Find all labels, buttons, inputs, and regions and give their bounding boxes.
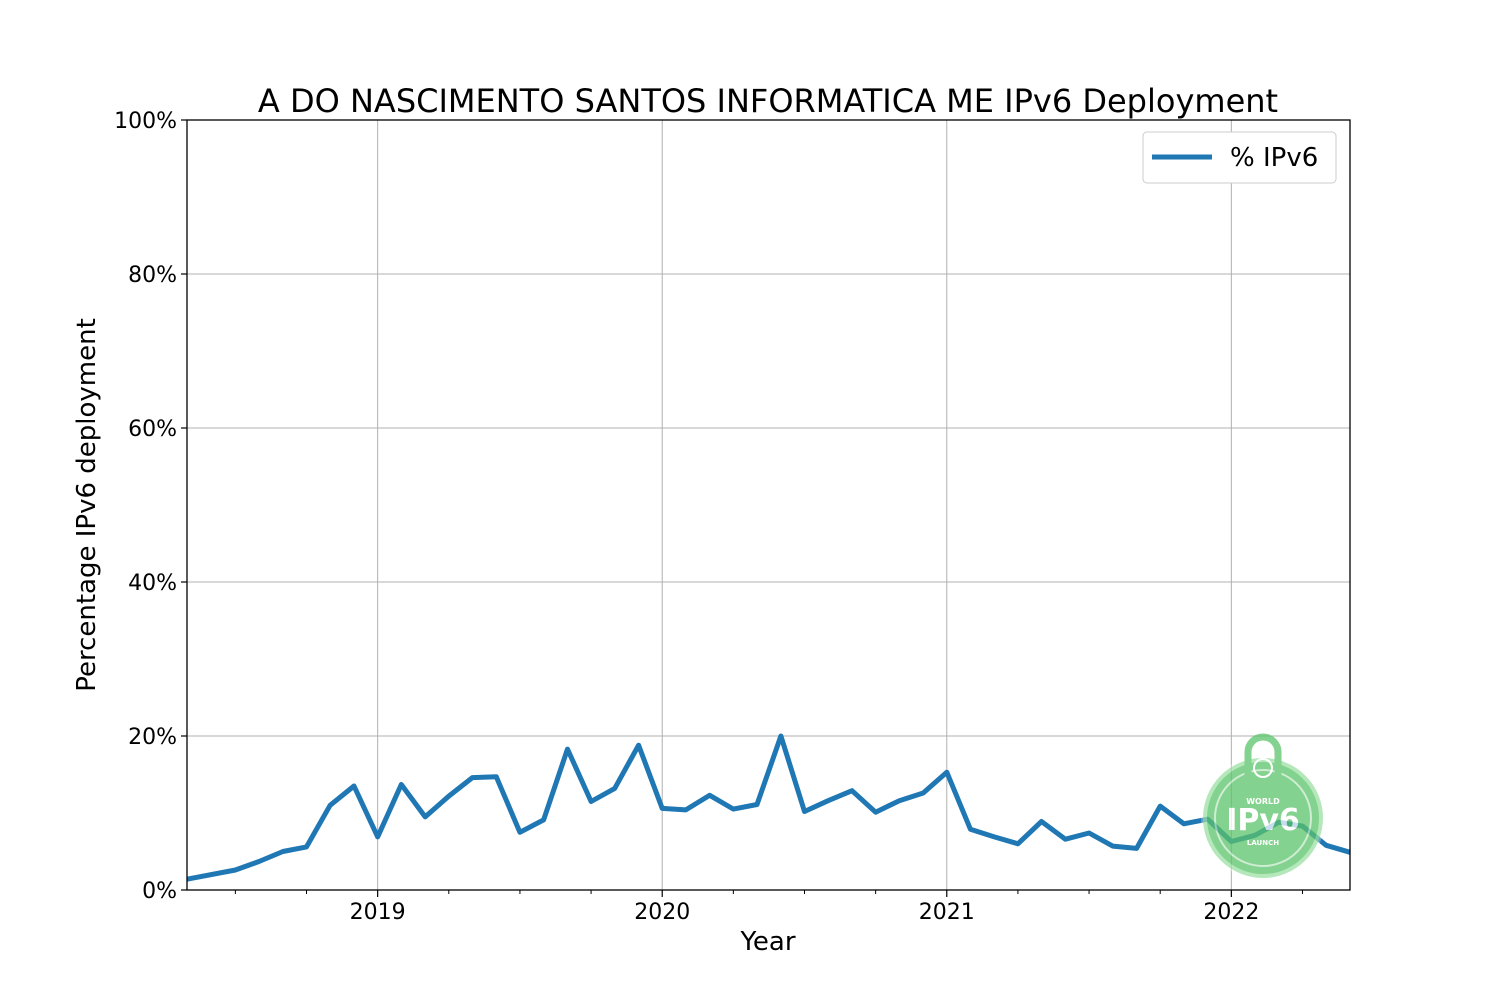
world-ipv6-launch-logo: WORLD IPv6 LAUNCH bbox=[1201, 733, 1325, 880]
y-tick-label: 80% bbox=[128, 263, 177, 288]
legend: % IPv6 bbox=[1142, 131, 1337, 184]
x-tick-label: 2019 bbox=[350, 900, 406, 925]
y-axis-title: Percentage IPv6 deployment bbox=[72, 318, 102, 692]
series-line-0 bbox=[186, 733, 1351, 882]
y-tick-label: 40% bbox=[128, 571, 177, 596]
watermark-top-text: WORLD bbox=[1246, 797, 1280, 806]
x-tick-label: 2021 bbox=[919, 900, 975, 925]
legend-label: % IPv6 bbox=[1230, 143, 1318, 173]
watermark-main-text: IPv6 bbox=[1226, 803, 1300, 838]
y-tick-label: 20% bbox=[128, 725, 177, 750]
legend-box bbox=[1142, 131, 1337, 184]
x-tick-label: 2022 bbox=[1203, 900, 1259, 925]
series-layer bbox=[186, 733, 1351, 882]
plot-area-frame bbox=[186, 119, 1351, 891]
chart-title: A DO NASCIMENTO SANTOS INFORMATICA ME IP… bbox=[258, 82, 1278, 120]
y-tick-label: 0% bbox=[142, 879, 177, 904]
axis-ticks: 0% 20% 40% 60% 80% 100% 2019 2020 2021 2022 bbox=[114, 109, 1303, 925]
y-tick-label: 60% bbox=[128, 417, 177, 442]
watermark-bottom-text: LAUNCH bbox=[1247, 839, 1279, 847]
x-axis-title: Year bbox=[739, 927, 795, 957]
y-tick-label: 100% bbox=[114, 109, 177, 134]
x-tick-label: 2020 bbox=[634, 900, 690, 925]
